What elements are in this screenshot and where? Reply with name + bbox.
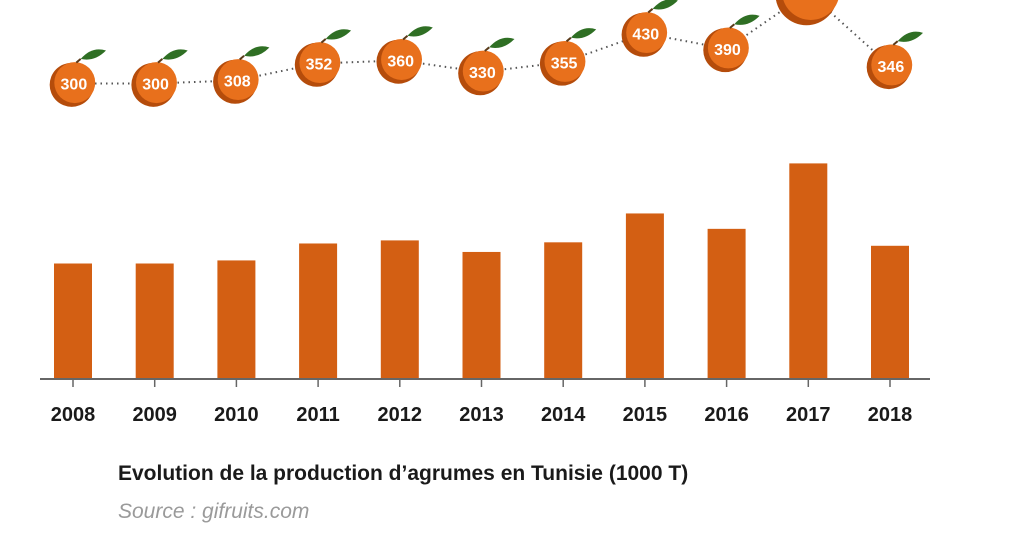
data-label: 300 — [142, 77, 169, 94]
data-label: 355 — [551, 55, 578, 72]
orange-marker-2008: 300 — [49, 49, 106, 107]
x-tick-label: 2013 — [459, 404, 504, 426]
orange-marker-2012: 360 — [376, 26, 433, 84]
leaf-icon — [407, 26, 433, 37]
leaf-icon — [162, 49, 188, 60]
data-label: 360 — [387, 53, 414, 70]
orange-fruit-body — [136, 62, 177, 104]
orange-markers: 300 300 308 352 360 330 355 430 390 560 346 — [49, 0, 923, 107]
leaf-icon — [570, 28, 597, 39]
orange-marker-2016: 390 — [703, 14, 760, 73]
orange-marker-2009: 300 — [131, 49, 188, 107]
orange-stem — [484, 46, 490, 52]
bar-2015 — [625, 213, 664, 379]
bar-2012 — [380, 240, 419, 379]
orange-stem — [565, 36, 572, 43]
data-label: 560 — [792, 0, 827, 4]
orange-marker-2013: 330 — [458, 37, 515, 96]
chart-source: Source : gifruits.com — [118, 500, 310, 523]
leaf-icon — [897, 31, 923, 42]
orange-fruit-body — [381, 39, 423, 80]
bars — [54, 163, 909, 379]
x-tick-label: 2018 — [868, 404, 913, 426]
orange-fruit-body — [54, 62, 96, 104]
x-tick-label: 2008 — [51, 404, 96, 426]
orange-stem — [892, 40, 899, 46]
orange-fruit-body — [299, 42, 341, 84]
bar-2016 — [707, 228, 746, 379]
bar-2014 — [544, 242, 583, 379]
orange-fruit-body — [871, 44, 913, 86]
data-label: 346 — [878, 59, 905, 76]
orange-marker-2017: 560 — [775, 0, 839, 26]
orange-fruit-body — [462, 50, 504, 92]
bar-2008 — [54, 263, 92, 379]
orange-fruit-body — [544, 40, 586, 82]
data-label: 300 — [61, 77, 88, 94]
bar-2018 — [871, 245, 909, 379]
orange-stem — [729, 23, 735, 29]
orange-fruit-body — [217, 59, 259, 100]
x-tick-label: 2011 — [296, 404, 339, 426]
x-tick-label: 2014 — [541, 404, 586, 426]
x-axis-ticks — [72, 379, 891, 387]
orange-fruit-body — [783, 0, 839, 20]
x-tick-label: 2010 — [214, 404, 259, 426]
x-tick-label: 2012 — [378, 404, 423, 426]
orange-marker-2010: 308 — [213, 46, 270, 104]
leaf-icon — [244, 46, 270, 57]
orange-stem — [647, 8, 654, 14]
data-label: 390 — [714, 42, 741, 59]
x-tick-label: 2009 — [132, 404, 177, 426]
bar-2009 — [135, 263, 174, 379]
data-label: 352 — [306, 56, 333, 73]
leaf-icon — [325, 29, 352, 40]
data-label: 430 — [632, 26, 659, 43]
orange-marker-2011: 352 — [294, 29, 352, 87]
orange-stem — [402, 34, 409, 41]
bar-2010 — [217, 260, 256, 379]
orange-stem — [157, 58, 164, 64]
data-label: 330 — [469, 65, 496, 82]
orange-stem — [75, 58, 82, 64]
leaf-icon — [652, 0, 678, 10]
leaf-icon — [734, 14, 760, 25]
x-tick-label: 2015 — [623, 404, 668, 426]
orange-stem — [239, 55, 245, 61]
leaf-icon — [80, 49, 106, 60]
bar-2013 — [462, 251, 501, 379]
data-label: 308 — [224, 73, 251, 90]
leaf-icon — [489, 37, 515, 49]
x-axis-tick-labels: 2008 2009 2010 2011 2012 2013 2014 2015 2016 2017… — [51, 404, 913, 426]
orange-marker-2014: 355 — [539, 28, 597, 86]
orange-marker-2015: 430 — [621, 0, 678, 57]
x-tick-label: 2016 — [704, 404, 749, 426]
bar-2011 — [299, 243, 338, 379]
x-tick-label: 2017 — [786, 404, 831, 426]
orange-marker-2018: 346 — [866, 31, 923, 90]
orange-stem — [320, 38, 327, 44]
orange-fruit-body — [626, 12, 668, 54]
bar-2017 — [789, 163, 828, 379]
orange-fruit-body — [707, 27, 749, 69]
chart-title: Evolution de la production d’agrumes en … — [118, 462, 689, 485]
